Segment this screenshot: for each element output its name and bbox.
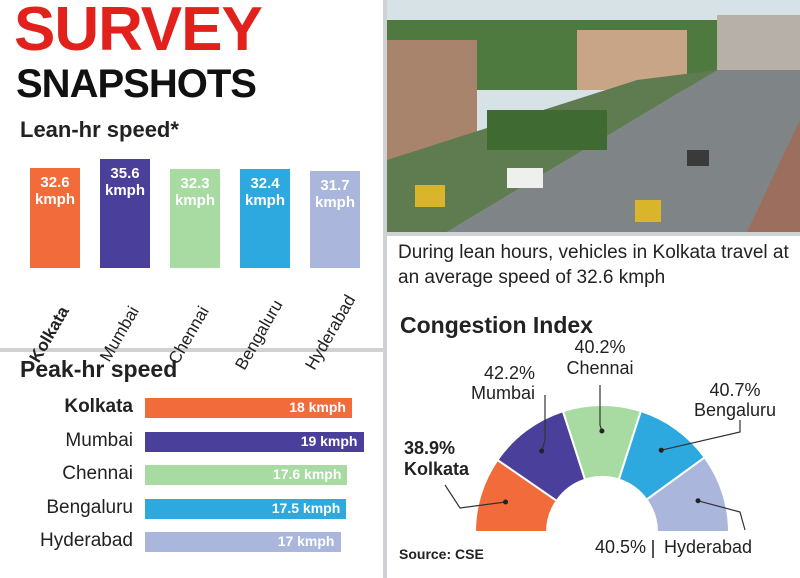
title: SURVEY [14, 0, 263, 64]
category-label: Hyderabad [40, 530, 133, 551]
congestion-title: Congestion Index [400, 312, 593, 338]
value-label: 32.3 kmph [174, 174, 215, 209]
value-label: 42.2% [483, 363, 535, 383]
value-label: 19 kmph [300, 432, 358, 449]
value-label: 40.2% [574, 337, 626, 357]
caption: During lean hours, vehicles in Kolkata t… [398, 242, 789, 288]
value-label: 32.6 kmph [34, 173, 75, 208]
leader-line [541, 395, 546, 452]
separator [652, 540, 654, 558]
category-label: Bengaluru [46, 496, 133, 518]
value-label: 17 kmph [277, 533, 335, 549]
leader-dot [658, 447, 664, 453]
category-label: Kolkata [64, 396, 133, 417]
divider [387, 232, 800, 236]
leader-dot [539, 448, 545, 454]
peak-title: Peak-hr speed [20, 356, 178, 382]
street-photo [387, 0, 800, 232]
category-label: Chennai [62, 463, 133, 484]
bar [240, 168, 290, 268]
leader-dot [503, 499, 509, 505]
bar [145, 398, 352, 418]
value-label: 40.7% [709, 380, 761, 400]
segment [645, 455, 731, 533]
category-label: Bengaluru [693, 400, 777, 420]
value-label: 32.4 kmph [244, 174, 285, 209]
leader-line [661, 420, 741, 451]
value-label: 18 kmph [289, 399, 346, 415]
lean-title: Lean-hr speed* [20, 117, 179, 142]
category-label: Chennai [566, 358, 634, 378]
bar [145, 498, 347, 519]
category-label: Hyderabad [664, 537, 753, 557]
value-label: 31.7 kmph [314, 176, 355, 211]
source: Source: CSE [399, 546, 484, 562]
value-label: 17.5 kmph [271, 499, 341, 516]
leader-line [444, 484, 506, 509]
category-label: Mumbai [470, 383, 535, 403]
category-label: Kolkata [404, 459, 470, 479]
bar [145, 431, 364, 452]
bar [145, 465, 348, 485]
category-label: Mumbai [65, 429, 133, 451]
bar [100, 158, 150, 268]
leader-dot [599, 428, 605, 434]
bar [310, 170, 360, 268]
value-label: 17.6 kmph [272, 466, 342, 482]
bar [170, 168, 220, 268]
value-label: 38.9% [404, 438, 456, 458]
value-label: 40.5% [595, 537, 647, 557]
leader-dot [695, 498, 701, 504]
bar [145, 532, 341, 552]
bar [30, 167, 80, 268]
subtitle: SNAPSHOTS [16, 62, 257, 106]
value-label: 35.6 kmph [104, 164, 145, 199]
leader-line [697, 500, 746, 531]
